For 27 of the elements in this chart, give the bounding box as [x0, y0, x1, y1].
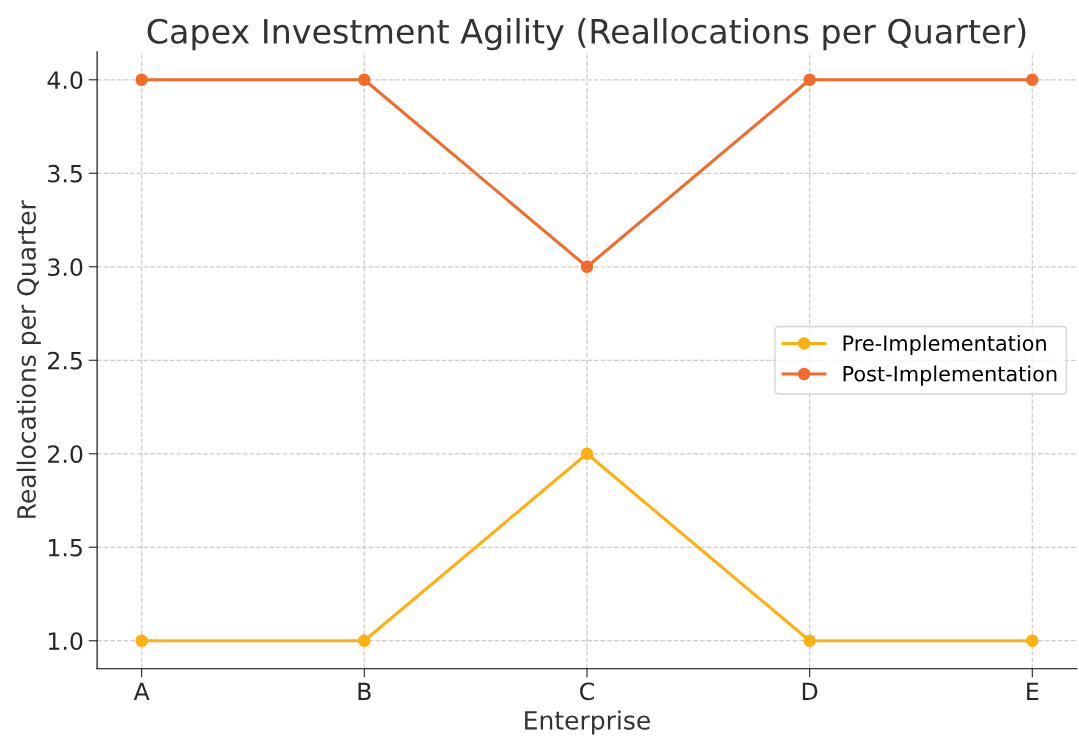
- point: [1026, 634, 1039, 647]
- point: [135, 634, 148, 647]
- y-axis-title: Reallocations per Quarter: [16, 200, 41, 518]
- point: [135, 73, 148, 87]
- point: [1026, 73, 1039, 87]
- chart-title: Capex Investment Agility (Reallocations per Quarter): [147, 18, 1026, 51]
- legend-label: Post-Implementation: [843, 365, 1057, 386]
- legend-label: Pre-Implementation: [843, 334, 1046, 356]
- y-tick-label: 3.5: [48, 164, 82, 183]
- x-tick-label: B: [358, 682, 371, 700]
- y-tick-label: 3.0: [48, 258, 83, 277]
- y-tick-label: 2.5: [48, 351, 82, 370]
- y-tick-label: 1.5: [48, 539, 82, 557]
- point: [358, 73, 371, 87]
- point: [580, 260, 594, 274]
- point: [358, 634, 371, 647]
- y-tick-label: 4.0: [47, 71, 83, 90]
- point: [803, 634, 816, 647]
- x-tick-label: D: [802, 682, 818, 700]
- y-tick-label: 2.0: [48, 445, 83, 464]
- x-tick-label: E: [1027, 682, 1039, 700]
- x-tick-label: C: [580, 682, 594, 701]
- point: [580, 447, 594, 461]
- x-axis-title: Enterprise: [525, 710, 650, 735]
- y-tick-label: 1.0: [48, 632, 83, 651]
- point: [803, 73, 816, 87]
- x-tick-label: A: [133, 682, 150, 700]
